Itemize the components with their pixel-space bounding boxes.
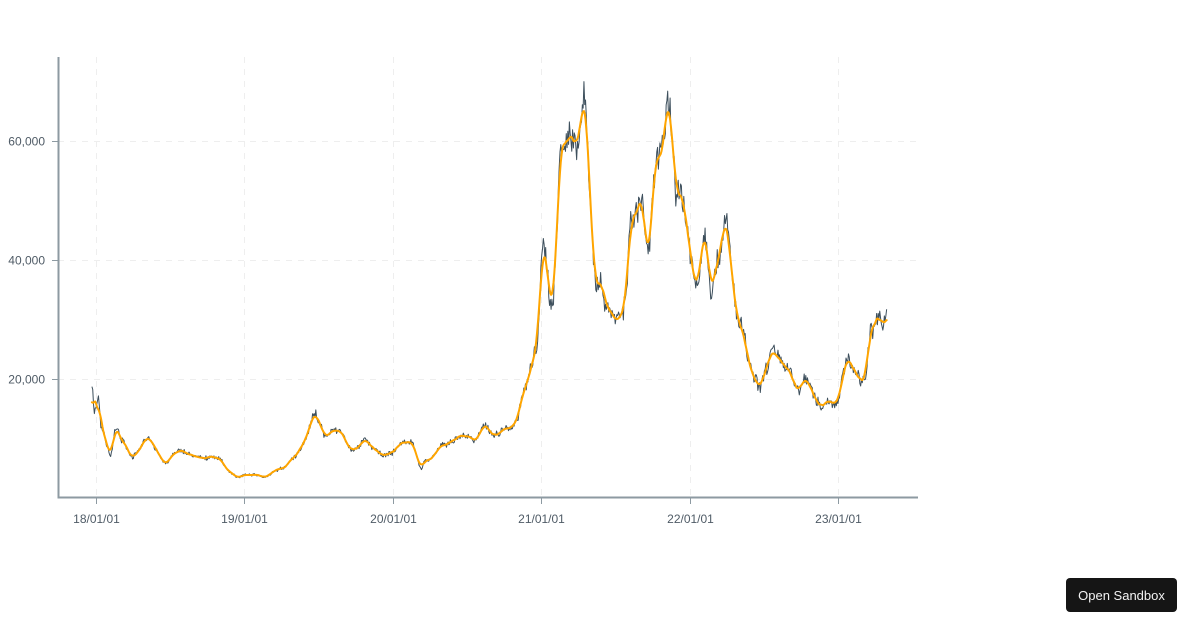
plot-area [90,81,888,479]
x-tick-label: 19/01/01 [221,512,268,526]
price-smoothed-line [90,110,888,478]
x-tick-label: 23/01/01 [815,512,862,526]
x-tick-label: 18/01/01 [73,512,120,526]
x-tick-label: 20/01/01 [370,512,417,526]
grid-lines [58,57,918,497]
x-tick-label: 21/01/01 [518,512,565,526]
y-tick-label: 40,000 [8,254,45,268]
y-tick-label: 60,000 [8,135,45,149]
y-tick-label: 20,000 [8,373,45,387]
y-axis-ticks: 20,000 40,000 60,000 [8,135,58,387]
x-axis-ticks: 18/01/01 19/01/01 20/01/01 21/01/01 22/01/01… [73,498,862,526]
open-sandbox-button[interactable]: Open Sandbox [1066,578,1177,612]
x-tick-label: 22/01/01 [667,512,714,526]
axes [57,57,918,499]
